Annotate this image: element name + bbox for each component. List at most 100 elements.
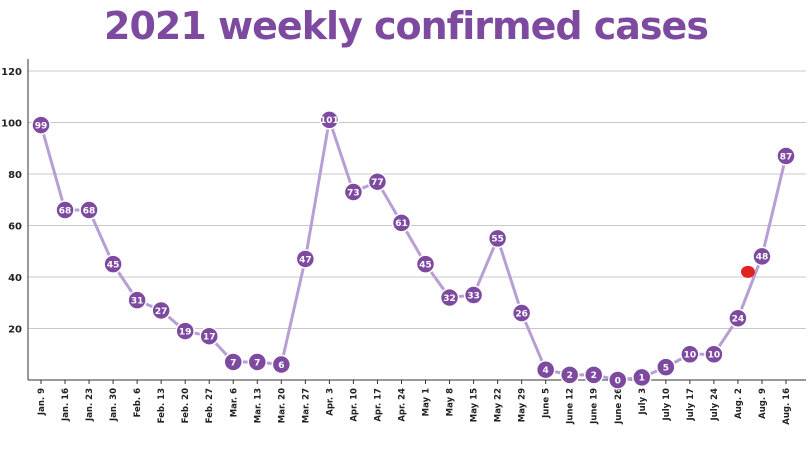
data-label: 4 [543, 366, 549, 376]
x-tick-label: July 3 [638, 388, 648, 416]
x-tick-label: June 5 [542, 388, 552, 419]
x-tick-label: Aug. 16 [782, 388, 792, 425]
data-point: 7 [247, 352, 268, 372]
data-label: 0 [615, 376, 621, 386]
y-tick-label: 120 [1, 67, 22, 78]
data-point: 48 [752, 246, 772, 267]
y-tick-label: 40 [8, 273, 22, 284]
x-tick-label: May 1 [422, 388, 432, 416]
data-point-marker [608, 370, 628, 390]
x-tick-label: May 22 [494, 388, 504, 422]
data-point-marker [583, 365, 604, 385]
data-point-marker [535, 359, 556, 380]
x-axis-ticks: Jan. 9 Jan. 16 Jan. 23 Jan. 30 Feb. 6 Feb. 13… [37, 380, 792, 425]
x-tick-label: July 17 [686, 388, 696, 422]
data-point-marker [559, 365, 580, 385]
axes [27, 59, 806, 381]
data-point: 33 [463, 285, 484, 305]
data-label: 2 [591, 371, 597, 381]
data-point: 17 [199, 326, 219, 346]
data-point-marker [752, 246, 772, 267]
x-tick-label: June 19 [590, 388, 600, 425]
y-tick-label: 80 [8, 170, 22, 181]
data-point-marker [367, 171, 388, 192]
data-point: 19 [175, 321, 195, 341]
data-point: 10 [704, 344, 724, 364]
data-point-marker [247, 352, 268, 372]
data-label: 26 [515, 309, 528, 319]
data-point-marker [223, 352, 244, 372]
data-label: 48 [756, 253, 769, 263]
data-point-marker [511, 303, 532, 323]
data-point: 6 [271, 354, 292, 375]
x-tick-label: Mar. 27 [301, 388, 311, 423]
data-label: 45 [107, 260, 120, 270]
data-point-marker [656, 357, 676, 377]
data-point: 2 [583, 365, 604, 385]
data-point-marker [776, 146, 796, 166]
data-label: 2 [567, 371, 573, 381]
data-point: 101 [319, 110, 340, 130]
data-label: 17 [203, 333, 216, 343]
data-label: 6 [278, 361, 284, 371]
data-label: 1 [639, 374, 645, 384]
data-point: 26 [511, 303, 532, 323]
x-tick-label: May 15 [470, 388, 480, 422]
series-line [39, 118, 788, 382]
data-point-marker [415, 254, 436, 274]
x-tick-label: Mar. 13 [253, 388, 263, 423]
data-label: 47 [299, 255, 312, 265]
x-tick-label: May 29 [518, 388, 528, 422]
data-label: 68 [83, 206, 96, 216]
data-point: 45 [103, 254, 123, 274]
x-tick-label: Jan. 23 [85, 388, 95, 422]
x-tick-label: Mar. 20 [277, 388, 287, 423]
x-tick-label: July 10 [662, 388, 672, 422]
data-label: 7 [254, 358, 260, 368]
x-tick-label: May 8 [446, 388, 456, 416]
data-label: 5 [663, 363, 669, 373]
data-label: 73 [347, 188, 360, 198]
y-axis-ticks: 20 40 60 80 100 120 [1, 67, 22, 336]
data-point-marker [439, 287, 460, 308]
data-point-marker [632, 367, 652, 388]
x-tick-label: Mar. 6 [229, 388, 239, 417]
data-point-marker [319, 110, 340, 130]
data-label: 99 [35, 121, 48, 131]
data-point: 7 [223, 352, 244, 372]
data-label: 68 [59, 206, 72, 216]
data-point: 24 [728, 308, 748, 328]
data-label: 31 [131, 296, 144, 306]
data-point: 5 [656, 357, 676, 377]
x-tick-label: June 12 [566, 388, 576, 425]
data-point-marker [704, 344, 724, 364]
data-point-marker [463, 285, 484, 305]
data-point: 45 [415, 254, 436, 274]
data-label: 101 [320, 116, 339, 126]
data-point-marker [79, 200, 99, 220]
data-point: 4 [535, 359, 556, 380]
data-point: 77 [367, 171, 388, 192]
data-point: 68 [79, 200, 99, 220]
data-point-marker [295, 249, 316, 269]
data-point: 68 [55, 200, 75, 220]
data-label: 19 [179, 327, 192, 337]
data-point-marker [103, 254, 123, 274]
data-point: 55 [487, 228, 508, 249]
data-label: 33 [467, 291, 480, 301]
data-point: 31 [127, 290, 147, 310]
data-point-marker [680, 344, 700, 364]
x-tick-label: Feb. 13 [157, 388, 167, 423]
data-point-marker [728, 308, 748, 328]
x-tick-label: Feb. 6 [133, 388, 143, 417]
data-point: 0 [608, 370, 628, 390]
highlight-marker [740, 265, 755, 278]
data-point-marker [391, 213, 412, 233]
x-tick-label: Aug. 2 [734, 388, 744, 419]
data-label: 10 [684, 351, 697, 361]
y-tick-label: 60 [8, 222, 22, 233]
x-tick-label: Aug. 9 [758, 388, 768, 419]
data-point: 47 [295, 249, 316, 269]
data-point: 32 [439, 287, 460, 308]
data-point: 73 [343, 182, 364, 202]
